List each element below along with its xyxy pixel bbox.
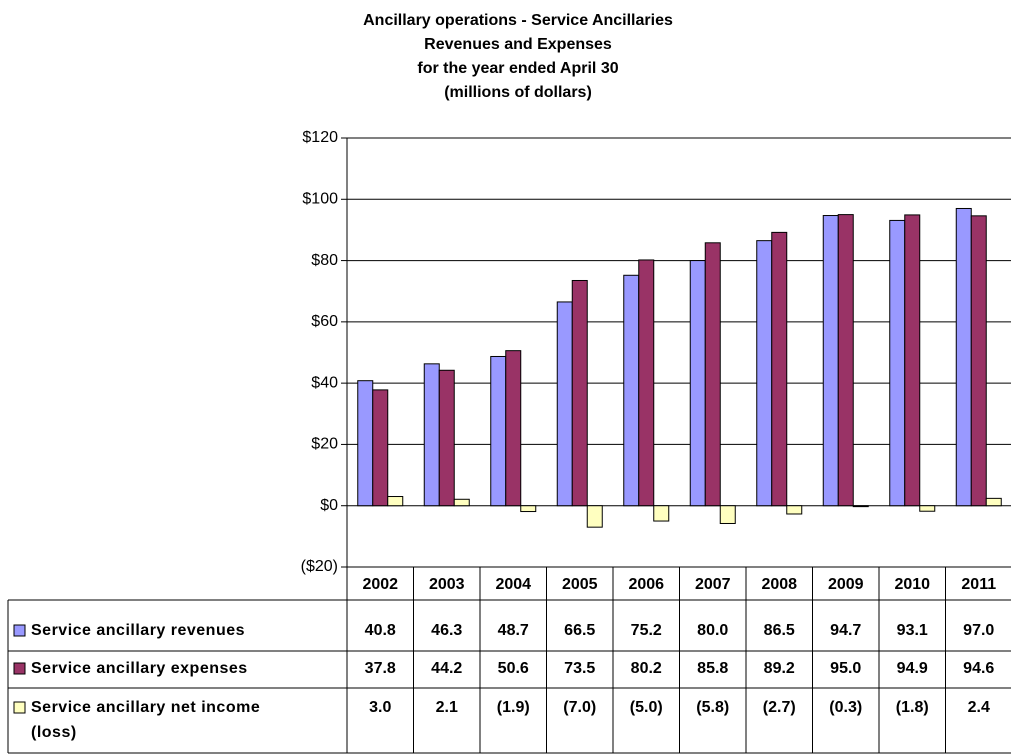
table-value: 48.7 bbox=[498, 622, 529, 639]
table-value: 3.0 bbox=[369, 699, 391, 716]
x-tick-label: 2011 bbox=[961, 576, 996, 593]
bar bbox=[919, 505, 936, 512]
chart-title: Revenues and Expenses bbox=[424, 36, 612, 53]
chart-title: for the year ended April 30 bbox=[417, 60, 618, 77]
bar bbox=[387, 496, 404, 507]
table-value: (2.7) bbox=[763, 699, 796, 716]
bar bbox=[970, 215, 987, 507]
bar bbox=[704, 242, 721, 507]
x-tick-label: 2008 bbox=[761, 576, 797, 593]
bar bbox=[586, 505, 603, 528]
x-tick-label: 2010 bbox=[894, 576, 930, 593]
bar bbox=[638, 259, 655, 507]
table-value: (7.0) bbox=[563, 699, 596, 716]
bar bbox=[653, 505, 670, 522]
bar bbox=[423, 363, 440, 507]
table-value: 2.4 bbox=[968, 699, 990, 716]
legend-label-line: Service ancillary net income bbox=[31, 699, 260, 716]
legend-label: Service ancillary revenues bbox=[31, 622, 245, 639]
y-tick-label: $40 bbox=[311, 374, 338, 391]
bar bbox=[556, 301, 573, 507]
table-value: 73.5 bbox=[564, 660, 595, 677]
bar bbox=[837, 214, 854, 507]
bar bbox=[786, 505, 803, 515]
table-value: 50.6 bbox=[498, 660, 529, 677]
y-tick-label: $120 bbox=[302, 129, 338, 146]
x-tick-label: 2007 bbox=[695, 576, 731, 593]
table-value: 94.6 bbox=[963, 660, 994, 677]
bar bbox=[985, 497, 1002, 507]
table-value: 94.7 bbox=[830, 622, 861, 639]
bar bbox=[822, 215, 839, 507]
bar bbox=[571, 279, 588, 507]
bar bbox=[889, 219, 906, 507]
x-tick-label: 2005 bbox=[562, 576, 598, 593]
table-value: (5.8) bbox=[696, 699, 729, 716]
bar bbox=[689, 260, 706, 507]
legend-label-line: (loss) bbox=[31, 724, 77, 741]
table-value: 80.2 bbox=[631, 660, 662, 677]
legend-label: Service ancillary net income (loss) bbox=[31, 699, 260, 741]
y-tick-label: $60 bbox=[311, 313, 338, 330]
table-value: 97.0 bbox=[963, 622, 994, 639]
chart-title: (millions of dollars) bbox=[444, 84, 592, 101]
legend-key bbox=[13, 662, 26, 675]
table-value: (1.9) bbox=[497, 699, 530, 716]
table-value: 66.5 bbox=[564, 622, 595, 639]
table-value: (0.3) bbox=[829, 699, 862, 716]
table-value: (1.8) bbox=[896, 699, 929, 716]
bar bbox=[719, 505, 736, 524]
table-value: 93.1 bbox=[897, 622, 928, 639]
x-tick-label: 2006 bbox=[628, 576, 664, 593]
x-tick-label: 2003 bbox=[429, 576, 465, 593]
table-value: 44.2 bbox=[431, 660, 462, 677]
table-value: 86.5 bbox=[764, 622, 795, 639]
bar bbox=[357, 380, 374, 507]
table-value: 37.8 bbox=[365, 660, 396, 677]
bar bbox=[623, 274, 640, 507]
x-tick-label: 2002 bbox=[362, 576, 398, 593]
bar bbox=[852, 505, 869, 508]
bar bbox=[505, 350, 522, 507]
bar bbox=[453, 498, 470, 507]
bar bbox=[771, 231, 788, 507]
chart-title: Ancillary operations - Service Ancillari… bbox=[363, 12, 673, 29]
legend-key bbox=[13, 701, 26, 714]
bar bbox=[904, 214, 921, 507]
y-tick-label: $100 bbox=[302, 191, 338, 208]
table-value: 80.0 bbox=[697, 622, 728, 639]
table-value: 75.2 bbox=[631, 622, 662, 639]
table-value: 95.0 bbox=[830, 660, 861, 677]
bar bbox=[372, 389, 389, 507]
legend-label: Service ancillary expenses bbox=[31, 660, 248, 677]
x-tick-label: 2004 bbox=[495, 576, 531, 593]
y-tick-label: $0 bbox=[320, 497, 338, 514]
legend-key bbox=[13, 624, 26, 637]
bar bbox=[490, 355, 507, 507]
table-value: 2.1 bbox=[436, 699, 458, 716]
x-tick-label: 2009 bbox=[828, 576, 864, 593]
bar bbox=[756, 240, 773, 507]
table-value: (5.0) bbox=[630, 699, 663, 716]
bar bbox=[438, 369, 455, 507]
table-value: 46.3 bbox=[431, 622, 462, 639]
table-value: 85.8 bbox=[697, 660, 728, 677]
y-tick-label: $80 bbox=[311, 252, 338, 269]
table-value: 40.8 bbox=[365, 622, 396, 639]
table-value: 89.2 bbox=[764, 660, 795, 677]
y-tick-label: ($20) bbox=[301, 558, 338, 575]
table-value: 94.9 bbox=[897, 660, 928, 677]
bar bbox=[955, 207, 972, 507]
bar bbox=[520, 505, 537, 513]
y-tick-label: $20 bbox=[311, 436, 338, 453]
